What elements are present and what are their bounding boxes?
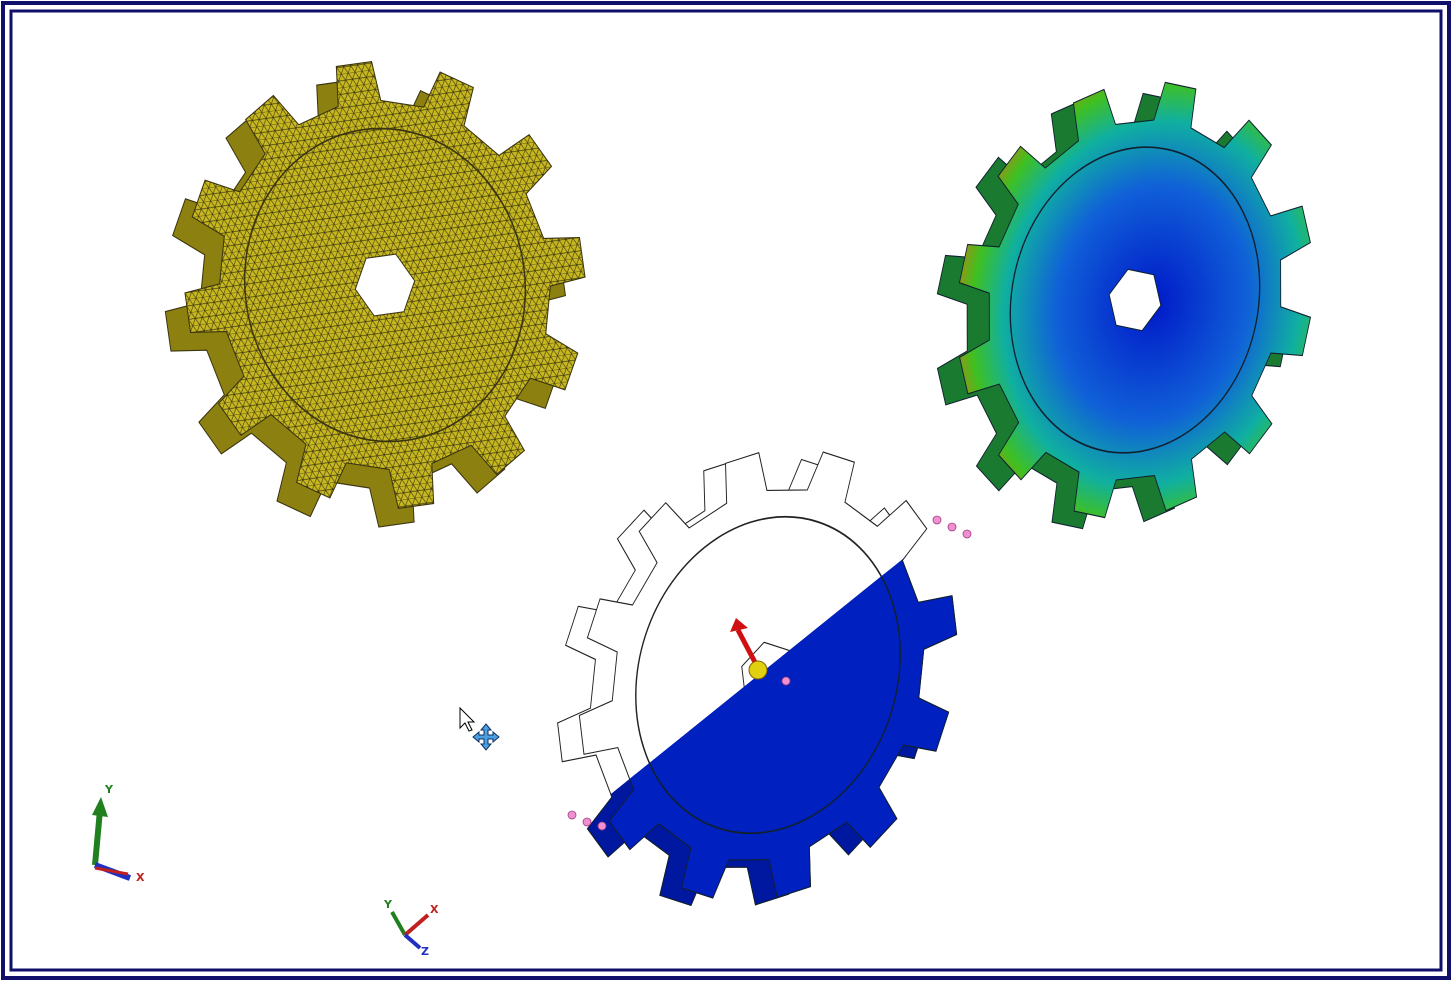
page: Y X Y X Z (() => { const data = JSON.par…: [0, 0, 1452, 985]
move-cursor: [460, 708, 499, 750]
fixture-marker: [598, 822, 606, 830]
fixture-marker: [568, 811, 576, 819]
fixture-marker: [782, 677, 790, 685]
triad-y-axis: [392, 912, 405, 935]
triad-1: Y X: [92, 783, 145, 884]
axis-label: Y: [383, 898, 393, 911]
load-point: [749, 661, 767, 679]
meshed-gear: [135, 36, 616, 552]
triad-y-axis: [95, 810, 100, 865]
triad-2: Y X Z: [383, 898, 439, 958]
fixture-marker: [963, 530, 971, 538]
fixture-marker: [583, 818, 591, 826]
move-icon: [473, 724, 499, 750]
axis-label: Y: [104, 783, 114, 796]
triad-z-axis: [405, 935, 420, 948]
triad-x-axis: [405, 915, 428, 935]
axis-label: Z: [421, 945, 429, 958]
gears: [135, 36, 1352, 962]
triad-y-arrow: [92, 797, 108, 817]
cursor-arrow: [460, 708, 474, 731]
section-gear: [501, 395, 1013, 963]
axis-label: X: [430, 903, 439, 916]
fixture-marker: [948, 523, 956, 531]
fixture-marker: [933, 516, 941, 524]
stress-gear: [896, 45, 1352, 566]
axis-label: X: [136, 871, 145, 884]
graphics-viewport: Y X Y X Z: [0, 0, 1452, 981]
